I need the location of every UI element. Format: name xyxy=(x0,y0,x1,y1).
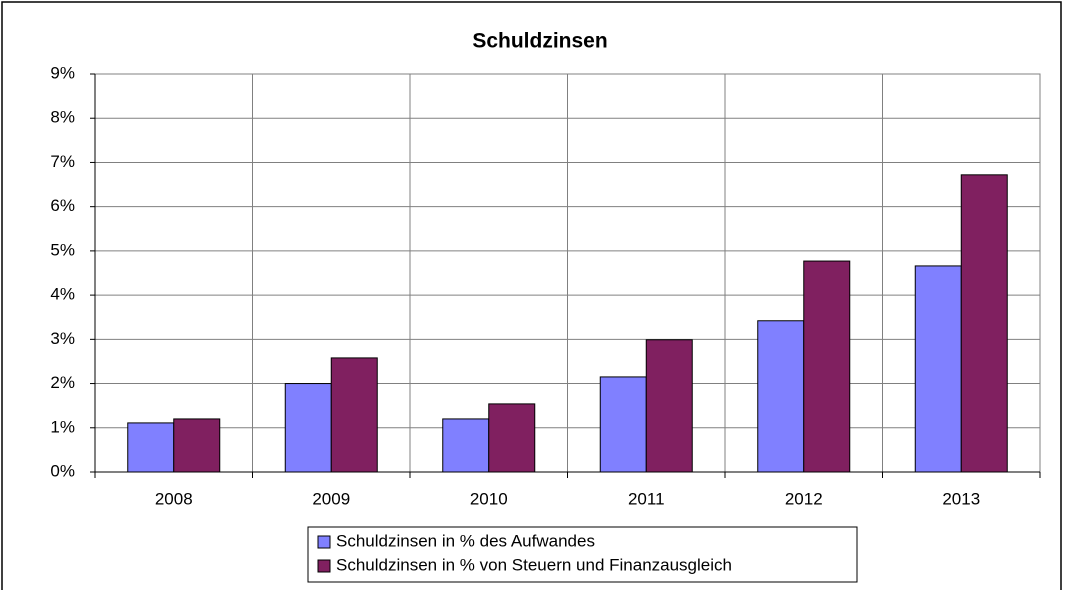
x-tick-label: 2009 xyxy=(312,489,350,508)
bar xyxy=(330,357,378,473)
bar xyxy=(914,265,962,473)
legend-swatch xyxy=(317,559,331,573)
y-tick-label: 3% xyxy=(50,329,75,348)
x-tick-label: 2012 xyxy=(785,489,823,508)
bar xyxy=(127,422,175,473)
bar xyxy=(803,260,851,473)
legend xyxy=(307,526,858,583)
bar xyxy=(488,403,536,473)
x-tick-label: 2008 xyxy=(155,489,193,508)
x-tick-label: 2011 xyxy=(628,489,665,508)
bar xyxy=(284,383,332,473)
y-tick-label: 4% xyxy=(50,285,75,304)
legend-label: Schuldzinsen in % des Aufwandes xyxy=(336,531,595,550)
x-tick-label: 2013 xyxy=(942,489,980,508)
y-tick-label: 6% xyxy=(50,196,75,215)
y-tick-label: 0% xyxy=(50,461,75,480)
bar xyxy=(599,376,647,473)
y-tick-label: 5% xyxy=(50,240,75,259)
y-tick-label: 1% xyxy=(50,417,75,436)
bar xyxy=(442,418,490,473)
y-tick-label: 7% xyxy=(50,152,75,171)
legend-swatch xyxy=(317,535,331,549)
bar xyxy=(173,418,221,473)
y-tick-label: 9% xyxy=(50,63,75,82)
chart-title: Schuldzinsen xyxy=(472,30,607,53)
x-tick-label: 2010 xyxy=(470,489,508,508)
y-tick-label: 8% xyxy=(50,108,75,127)
bar xyxy=(960,174,1008,473)
bar xyxy=(757,320,805,473)
bar xyxy=(645,339,693,473)
y-tick-label: 2% xyxy=(50,373,75,392)
legend-label: Schuldzinsen in % von Steuern und Finanz… xyxy=(336,555,732,574)
